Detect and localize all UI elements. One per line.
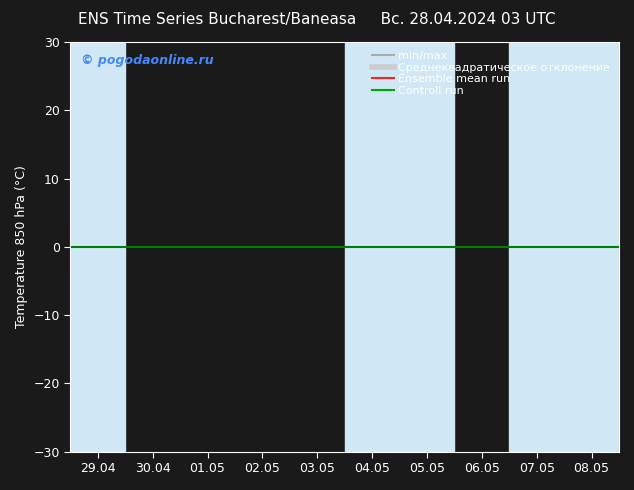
- Bar: [345, 42, 455, 452]
- Bar: [509, 42, 619, 452]
- Text: ENS Time Series Bucharest/Baneasa     Bc. 28.04.2024 03 UTC: ENS Time Series Bucharest/Baneasa Bc. 28…: [78, 12, 556, 27]
- Bar: [70, 42, 125, 452]
- Legend: min/max, Среднеквадратическое отклонение, Ensemble mean run, Controll run: min/max, Среднеквадратическое отклонение…: [368, 48, 614, 99]
- Text: © pogodaonline.ru: © pogodaonline.ru: [81, 54, 214, 67]
- Y-axis label: Temperature 850 hPa (°C): Temperature 850 hPa (°C): [15, 166, 28, 328]
